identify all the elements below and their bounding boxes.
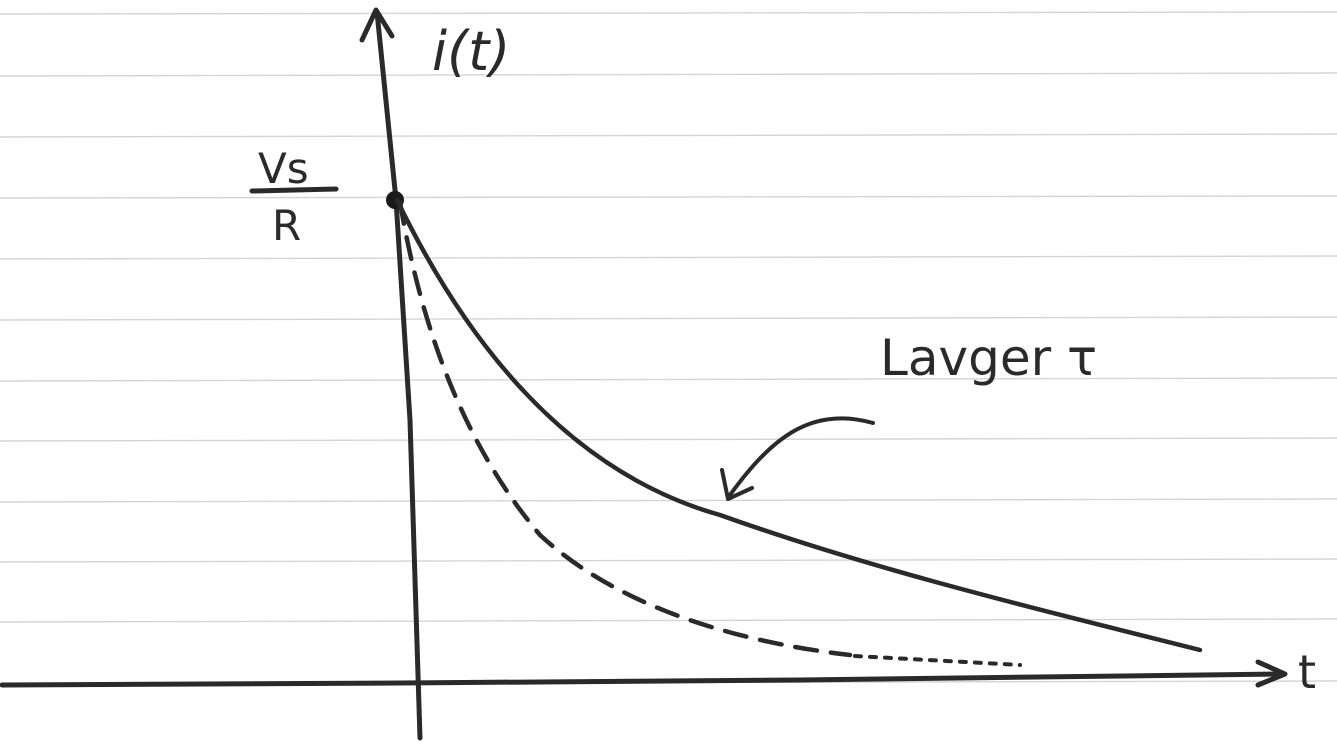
fraction-bar bbox=[249, 186, 339, 194]
dashed-curve-tail bbox=[853, 654, 1022, 667]
x-axis-arrowhead bbox=[1255, 659, 1288, 688]
solid-decay-curve bbox=[394, 197, 1203, 653]
y-axis-label: i(t) bbox=[432, 20, 510, 83]
y-axis-arrowhead bbox=[359, 7, 395, 43]
initial-value-label: Vs R bbox=[249, 144, 339, 250]
annotation-label: Lavger τ bbox=[880, 329, 1097, 387]
ruled-lines bbox=[0, 11, 1337, 685]
initial-value-denominator: R bbox=[272, 201, 301, 250]
dashed-decay-curve bbox=[397, 199, 853, 658]
initial-value-numerator: Vs bbox=[258, 144, 309, 193]
annotation-arrow bbox=[720, 416, 875, 501]
y-axis bbox=[359, 7, 423, 741]
x-axis-label: t bbox=[1298, 645, 1316, 699]
annotation-arrowhead bbox=[720, 468, 754, 501]
x-axis bbox=[0, 659, 1288, 688]
